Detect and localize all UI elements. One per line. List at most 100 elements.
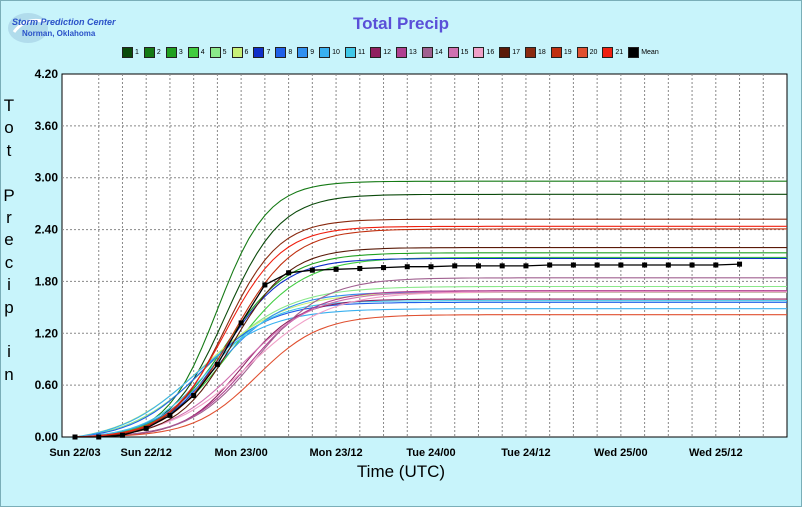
series-line-2 [74, 180, 787, 438]
series-line-14 [74, 277, 787, 438]
mean-point [737, 261, 743, 267]
legend: 1 2 3 4 5 6 7 8 9 10 11 12 13 14 15 16 17 18 19 20 21 Mean [122, 45, 664, 59]
legend-label: 7 [266, 48, 271, 56]
legend-label: 2 [156, 48, 161, 56]
y-tick-label: 0.00 [35, 430, 59, 444]
mean-point [286, 270, 292, 276]
mean-point [689, 262, 695, 268]
legend-swatch [396, 46, 408, 58]
mean-point [191, 393, 197, 399]
series-line-21 [74, 225, 787, 438]
spc-logo: Storm Prediction Center Norman, Oklahoma [6, 8, 116, 46]
legend-swatch [499, 46, 511, 58]
mean-point [452, 263, 458, 269]
mean-point [96, 434, 102, 440]
mean-point [238, 320, 244, 326]
y-tick-label: 0.60 [35, 378, 59, 392]
mean-point [357, 265, 363, 271]
legend-swatch [344, 46, 356, 58]
mean-point [713, 262, 719, 268]
mean-point [262, 282, 268, 288]
legend-label: 4 [200, 48, 205, 56]
legend-swatch [628, 46, 640, 58]
y-tick-label: 4.20 [35, 67, 59, 81]
legend-item-2: 2 [143, 46, 161, 58]
legend-item-14: 14 [421, 46, 443, 58]
series-line-8 [74, 301, 787, 438]
legend-label: 19 [563, 48, 572, 56]
legend-swatch [473, 46, 485, 58]
legend-item-11: 11 [344, 46, 365, 58]
legend-label: 20 [589, 48, 598, 56]
mean-point [665, 262, 671, 268]
legend-item-19: 19 [550, 46, 572, 58]
legend-swatch [209, 46, 221, 58]
x-tick-label: Mon 23/12 [309, 447, 362, 459]
legend-swatch [165, 46, 177, 58]
legend-item-6: 6 [231, 46, 248, 58]
legend-item-13: 13 [396, 46, 417, 58]
x-tick-label: Tue 24/00 [406, 447, 455, 459]
legend-item-1: 1 [122, 46, 139, 58]
mean-point [618, 262, 624, 268]
series-line-20 [74, 314, 787, 438]
logo-line2: Norman, Oklahoma [22, 29, 96, 38]
x-tick-label: Sun 22/12 [121, 447, 172, 459]
legend-label: 5 [222, 48, 227, 56]
legend-item-8: 8 [275, 46, 293, 58]
legend-item-16: 16 [473, 46, 495, 58]
mean-point [72, 434, 78, 440]
legend-swatch [525, 46, 537, 58]
legend-label: 13 [409, 48, 417, 56]
legend-swatch [370, 46, 382, 58]
y-tick-label: 1.20 [35, 326, 59, 340]
series-line-16 [74, 291, 787, 438]
legend-label: 21 [615, 48, 624, 56]
y-tick-label: 3.00 [35, 171, 59, 185]
legend-swatch [319, 46, 331, 58]
mean-point [523, 263, 529, 269]
legend-item-3: 3 [165, 46, 183, 58]
mean-point [428, 264, 434, 270]
legend-item-17: 17 [499, 46, 521, 58]
legend-label: 9 [310, 48, 315, 56]
legend-swatch [576, 46, 588, 58]
legend-swatch [187, 46, 199, 58]
legend-swatch [447, 46, 459, 58]
x-axis-label: Time (UTC) [356, 462, 446, 481]
legend-swatch [602, 46, 614, 58]
legend-item-18: 18 [525, 46, 546, 58]
legend-label: 16 [486, 48, 495, 56]
mean-point [143, 425, 149, 431]
legend-swatch [143, 46, 155, 58]
globe-logo-icon [8, 13, 48, 43]
series-line-13 [74, 290, 787, 438]
mean-point [333, 266, 339, 272]
mean-point [547, 262, 553, 268]
series-line-3 [74, 252, 787, 438]
mean-point [594, 262, 600, 268]
legend-label: 17 [512, 48, 521, 56]
legend-label: Mean [641, 48, 659, 56]
legend-swatch [421, 46, 433, 58]
legend-item-mean: Mean [628, 46, 659, 58]
legend-item-7: 7 [253, 46, 271, 58]
x-tick-label: Sun 22/03 [49, 447, 100, 459]
logo-line1: Storm Prediction Center [12, 17, 116, 27]
legend-swatch [275, 46, 287, 58]
legend-label: 10 [332, 48, 340, 56]
legend-item-20: 20 [576, 46, 598, 58]
mean-point [309, 267, 315, 273]
series-line-17 [74, 247, 787, 438]
legend-label: 12 [383, 48, 392, 56]
mean-point [475, 263, 481, 269]
legend-label: 14 [434, 48, 443, 56]
legend-label: 1 [135, 48, 139, 56]
mean-point [499, 263, 505, 269]
legend-swatch [122, 46, 133, 58]
mean-point [404, 264, 410, 270]
legend-label: 18 [538, 48, 546, 56]
legend-label: 8 [288, 48, 293, 56]
